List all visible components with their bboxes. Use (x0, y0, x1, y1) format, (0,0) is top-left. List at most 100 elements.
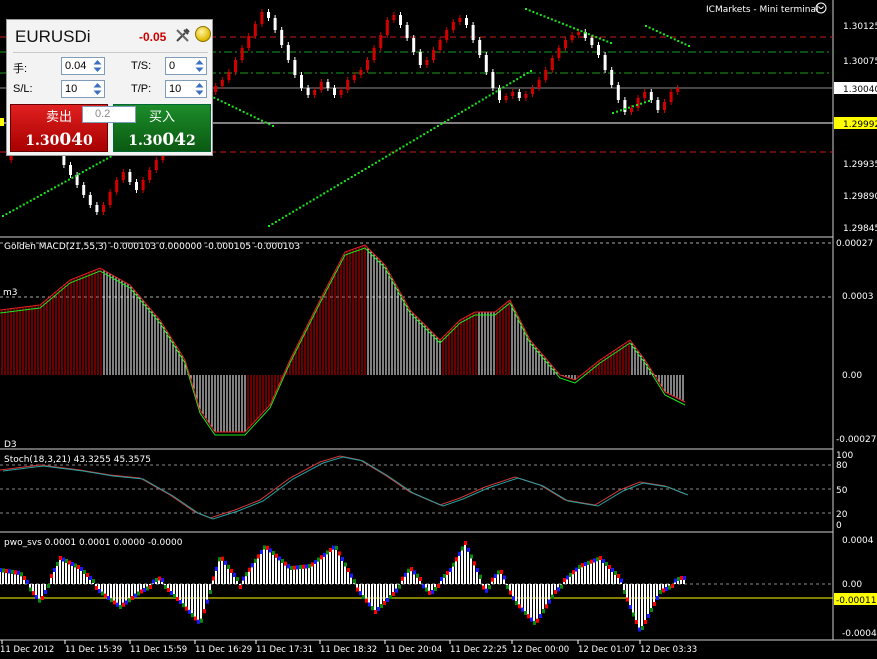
pwo-tip (455, 557, 458, 562)
candle-body (135, 182, 138, 190)
lot-input[interactable]: 0.04 (61, 57, 105, 75)
trend-dot (519, 76, 522, 79)
spinner-arrows-icon[interactable] (194, 59, 205, 73)
candle-body (379, 35, 383, 48)
trend-dot (670, 36, 673, 39)
pwo-tip (311, 562, 314, 567)
candle-body (649, 92, 653, 100)
stoch-tick: 50 (836, 486, 848, 496)
trend-dot (595, 36, 598, 39)
trend-dot (333, 186, 336, 189)
trend-dot (464, 108, 467, 111)
candle-body (154, 160, 158, 170)
pwo-tip (56, 562, 59, 566)
trend-dot (485, 96, 488, 99)
spinner-arrows-icon[interactable] (92, 82, 103, 96)
pwo-tip (137, 591, 140, 596)
pwo-tip (407, 568, 410, 573)
trend-dot (67, 178, 70, 181)
trend-dot (274, 220, 277, 223)
pwo-tip (107, 596, 110, 600)
candle-body (564, 40, 567, 48)
candle-body (286, 45, 290, 60)
candle-body (550, 58, 554, 70)
trend-dot (688, 45, 690, 47)
pwo-tip (212, 576, 215, 581)
candle-body (498, 88, 501, 100)
pwo-tip (479, 574, 482, 579)
pwo-tip (62, 557, 65, 562)
trend-dot (54, 186, 57, 189)
trend-dot (88, 167, 91, 170)
pwo-tip (5, 568, 8, 573)
trend-dot (454, 114, 457, 117)
trend-dot (278, 218, 281, 221)
trend-dot (8, 211, 11, 214)
trend-dot (612, 112, 614, 114)
circle-close-icon[interactable] (815, 2, 827, 14)
pwo-tip (353, 579, 356, 584)
candle-body (220, 80, 224, 86)
spinner-arrows-icon[interactable] (92, 59, 103, 73)
pwo-tip (296, 565, 299, 570)
trend-dot (224, 102, 227, 105)
pwo-tip (221, 556, 224, 561)
pwo-tip (491, 577, 494, 582)
trend-dot (264, 121, 267, 124)
stoch-tick: 0 (836, 521, 842, 531)
macd-signal-line (0, 247, 686, 436)
candle-body (597, 45, 600, 55)
pwo-tip (299, 565, 302, 569)
trend-dot (525, 8, 527, 10)
pwo-tip (140, 589, 143, 594)
trend-dot (528, 9, 531, 12)
candle-body (366, 60, 369, 70)
trend-dot (426, 131, 429, 134)
trend-dot (624, 108, 626, 110)
trailing-stop-input[interactable]: 0 (165, 57, 207, 75)
candle-body (438, 40, 442, 50)
candle-body (333, 88, 336, 95)
pwo-tip (395, 588, 398, 593)
trend-dot (2, 215, 4, 217)
pwo-tip (569, 572, 572, 577)
trend-dot (558, 21, 561, 24)
tp-label: T/P: (131, 83, 152, 95)
trend-dot (340, 182, 343, 185)
trend-dot (606, 40, 609, 43)
pwo-tip (155, 578, 158, 582)
macd-tick: 0.00027 (836, 239, 873, 249)
trend-dot (36, 195, 39, 198)
trend-dot (295, 208, 298, 211)
pwo-tip (497, 570, 500, 575)
pwo-tip (167, 588, 170, 592)
lot-size-field[interactable]: 0.2 (82, 106, 136, 123)
pwo-tip (665, 587, 668, 591)
pwo-histogram (0, 541, 833, 632)
stop-loss-input[interactable]: 10 (61, 80, 105, 98)
candle-body (570, 35, 574, 40)
take-profit-input[interactable]: 10 (165, 80, 207, 98)
coin-icon[interactable] (195, 26, 211, 42)
trend-dot (253, 116, 256, 119)
pwo-tip (14, 570, 17, 575)
time-label: 11 Dec 2012 (0, 645, 54, 655)
pwo-tip (323, 552, 326, 557)
pwo-tip (116, 602, 119, 607)
candle-body (319, 82, 323, 90)
trend-dot (628, 106, 630, 109)
sell-label: 卖出 (45, 110, 72, 125)
trend-dot (655, 30, 658, 32)
pwo-tip (143, 588, 146, 592)
pwo-tip (443, 574, 446, 578)
bid-price-tag (834, 117, 877, 129)
tools-icon[interactable] (175, 27, 191, 43)
pwo-tip (344, 562, 347, 567)
spinner-arrows-icon[interactable] (194, 82, 205, 96)
pwo-tip (113, 600, 116, 605)
pwo-tip (29, 587, 32, 592)
macd-caption: Golden MACD(21,55,3) -0.000103 0.000000 … (4, 242, 300, 252)
trend-dot (495, 90, 498, 93)
pwo-current-label: -0.00011 (836, 596, 876, 606)
